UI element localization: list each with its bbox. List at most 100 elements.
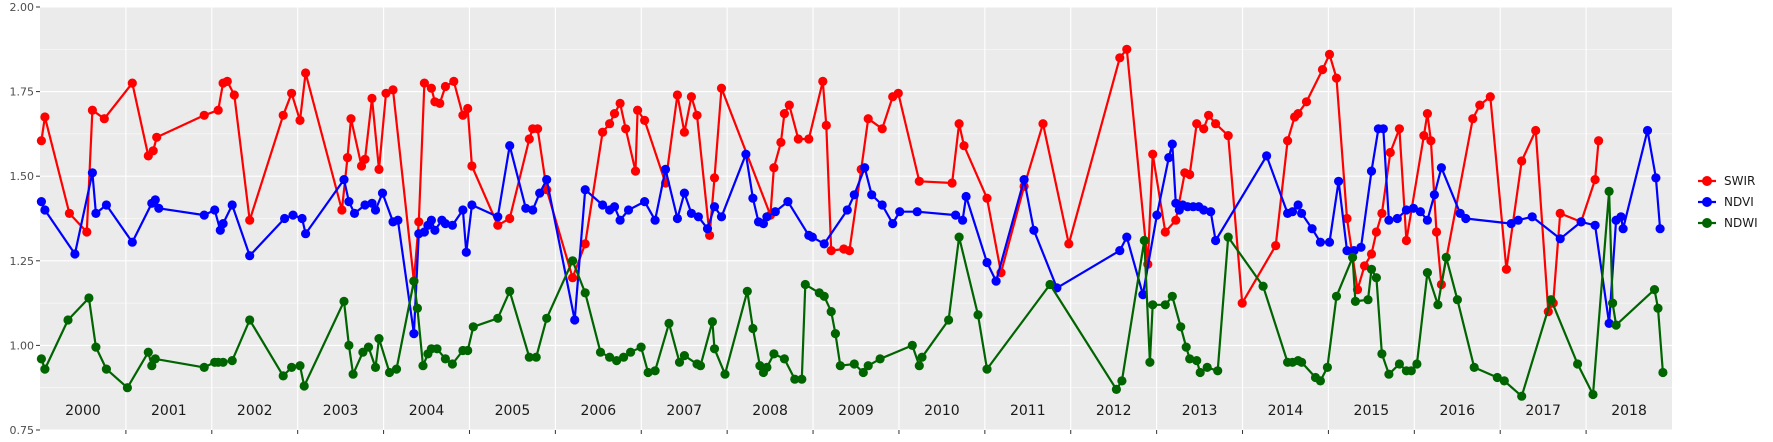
- data-point: [748, 193, 758, 203]
- data-point: [1206, 207, 1216, 217]
- data-point: [818, 76, 828, 86]
- data-point: [349, 208, 360, 218]
- legend: SWIR NDVI NDWI: [1698, 174, 1758, 230]
- data-point: [1616, 212, 1626, 222]
- data-point: [1394, 359, 1404, 369]
- data-point: [849, 190, 859, 200]
- year-label: 2008: [752, 403, 788, 419]
- data-point: [1384, 215, 1394, 225]
- data-point: [524, 134, 534, 144]
- data-point: [598, 127, 608, 137]
- data-point: [122, 383, 132, 393]
- data-point: [1148, 149, 1158, 159]
- data-point: [888, 219, 898, 229]
- series-ndvi: [36, 124, 1665, 339]
- data-point: [435, 98, 445, 108]
- data-point: [101, 364, 111, 374]
- data-point: [87, 105, 97, 115]
- data-point: [1406, 366, 1416, 376]
- data-point: [741, 149, 751, 159]
- data-point: [1506, 219, 1516, 229]
- year-label: 2013: [1182, 403, 1218, 419]
- data-point: [1019, 175, 1029, 185]
- data-point: [1363, 295, 1373, 305]
- data-point: [1611, 320, 1621, 330]
- data-point: [1138, 290, 1148, 300]
- y-tick-label: 1.75: [10, 86, 35, 99]
- data-point: [1262, 151, 1272, 161]
- data-point: [288, 210, 298, 220]
- data-point: [1590, 220, 1600, 230]
- data-point: [877, 124, 887, 134]
- y-tick-label: 1.00: [10, 339, 35, 352]
- data-point: [762, 212, 772, 222]
- data-point: [370, 205, 381, 215]
- data-point: [674, 357, 685, 367]
- data-point: [1356, 242, 1366, 252]
- data-point: [505, 141, 515, 151]
- data-point: [954, 232, 964, 242]
- data-point: [493, 220, 503, 230]
- data-point: [959, 141, 969, 151]
- data-point: [954, 119, 964, 129]
- data-point: [672, 213, 683, 224]
- data-point: [82, 227, 92, 237]
- data-point: [693, 212, 704, 222]
- data-point: [227, 356, 237, 366]
- data-point: [633, 105, 643, 115]
- data-point: [570, 315, 580, 325]
- data-point: [776, 137, 786, 147]
- data-point: [1377, 208, 1387, 218]
- data-point: [278, 371, 288, 381]
- data-point: [1115, 53, 1125, 63]
- data-point: [1223, 131, 1233, 141]
- data-point: [1223, 232, 1233, 242]
- data-point: [531, 352, 541, 362]
- data-point: [821, 120, 831, 130]
- data-point: [360, 200, 370, 210]
- data-point: [1045, 279, 1055, 290]
- data-point: [612, 356, 622, 366]
- data-point: [709, 344, 720, 354]
- data-point: [1167, 291, 1177, 301]
- data-point: [87, 168, 97, 178]
- data-point: [360, 154, 370, 164]
- data-point: [1429, 190, 1439, 200]
- data-point: [650, 215, 660, 225]
- data-point: [770, 207, 780, 217]
- data-point: [982, 364, 992, 374]
- data-point: [393, 215, 403, 225]
- data-point: [1167, 139, 1177, 149]
- data-point: [640, 197, 650, 207]
- data-point: [426, 215, 436, 225]
- data-point: [542, 313, 552, 323]
- series-layer: [36, 44, 1668, 401]
- data-point: [229, 90, 239, 100]
- data-point: [381, 88, 391, 98]
- data-point: [99, 114, 109, 124]
- data-point: [1211, 235, 1221, 246]
- data-point: [1139, 235, 1149, 246]
- data-point: [807, 232, 817, 242]
- data-point: [1152, 210, 1162, 220]
- data-point: [299, 381, 309, 391]
- legend-key-marker: [1702, 176, 1712, 186]
- data-point: [280, 213, 290, 224]
- data-point: [1422, 109, 1432, 119]
- year-label: 2002: [237, 403, 273, 419]
- data-point: [344, 340, 354, 350]
- data-point: [377, 188, 388, 198]
- data-point: [1334, 176, 1344, 186]
- data-point: [468, 322, 478, 332]
- data-point: [769, 349, 779, 359]
- data-point: [748, 323, 758, 334]
- data-point: [1468, 114, 1478, 124]
- data-point: [467, 200, 477, 210]
- data-point: [1293, 200, 1303, 210]
- data-point: [1199, 124, 1209, 134]
- data-point: [367, 93, 377, 103]
- data-point: [84, 293, 94, 303]
- data-point: [605, 352, 615, 362]
- data-point: [414, 217, 424, 227]
